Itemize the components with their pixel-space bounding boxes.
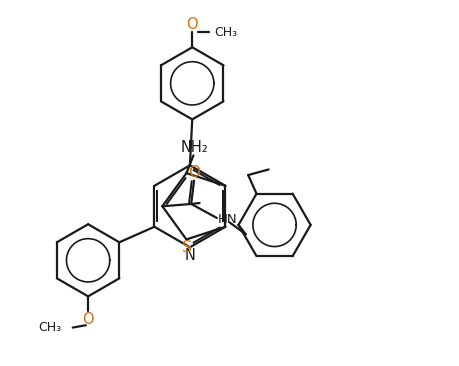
Text: CH₃: CH₃: [39, 321, 62, 334]
Text: O: O: [186, 18, 198, 33]
Text: HN: HN: [218, 213, 237, 226]
Text: CH₃: CH₃: [215, 26, 238, 39]
Text: N: N: [185, 248, 196, 263]
Text: O: O: [82, 312, 94, 327]
Text: NH₂: NH₂: [180, 141, 208, 156]
Text: S: S: [182, 240, 192, 255]
Text: O: O: [188, 165, 200, 180]
